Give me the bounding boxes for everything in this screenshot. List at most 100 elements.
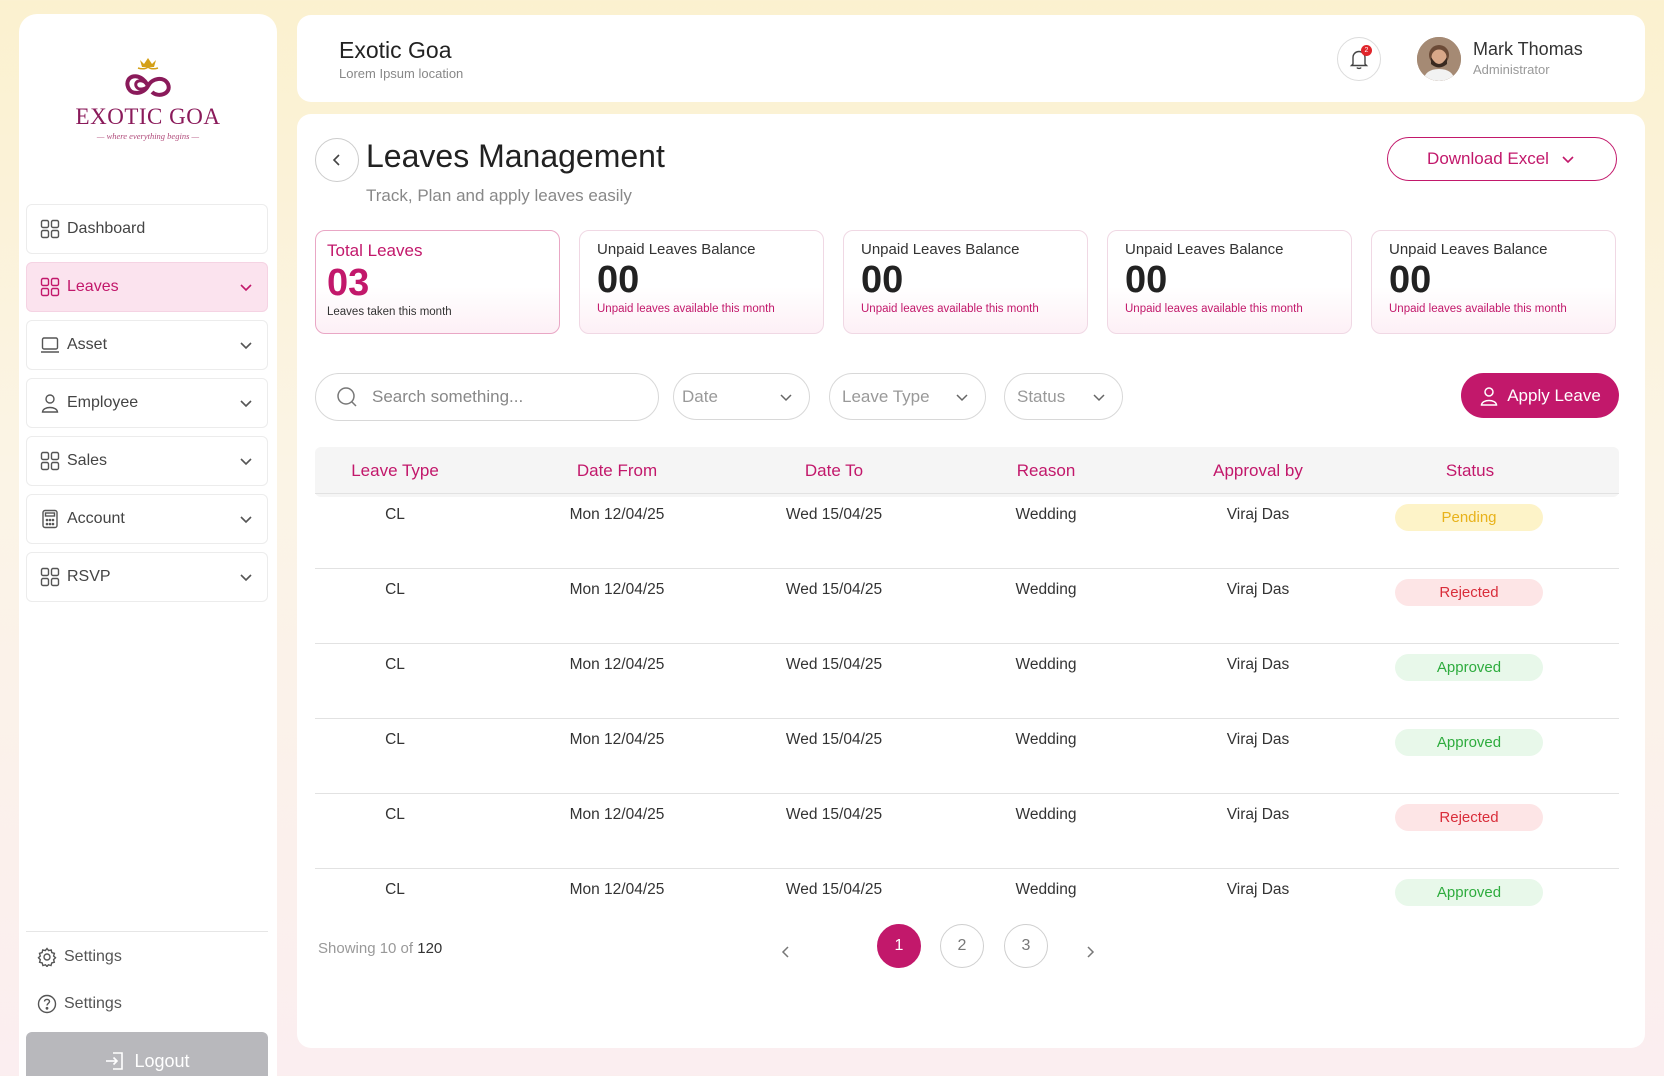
cell-leave-type: CL: [385, 581, 405, 598]
sidebar-item-account[interactable]: Account: [26, 494, 268, 544]
brand-logo[interactable]: EXOTIC GOA — where everything begins —: [19, 54, 277, 141]
stat-title: Unpaid Leaves Balance: [1389, 241, 1548, 258]
stat-subtitle: Unpaid leaves available this month: [597, 302, 775, 315]
sidebar-item-label: Employee: [67, 394, 139, 411]
sidebar-item-rsvp[interactable]: RSVP: [26, 552, 268, 602]
next-page-button[interactable]: [1078, 940, 1102, 964]
column-header-date-from[interactable]: Date From: [576, 461, 658, 480]
logo-tagline: — where everything begins —: [96, 131, 200, 141]
sidebar-item-dashboard[interactable]: Dashboard: [26, 204, 268, 254]
back-button[interactable]: [315, 138, 359, 182]
logout-icon: [104, 1050, 126, 1072]
cell-date-to: Wed 15/04/25: [785, 506, 883, 523]
cell-approval-by: Viraj Das: [1226, 806, 1290, 823]
table-row[interactable]: CL Mon 12/04/25 Wed 15/04/25 Wedding Vir…: [315, 718, 1619, 793]
bell-icon: [1349, 50, 1369, 70]
grid-icon: [39, 276, 61, 298]
showing-prefix: Showing 10 of: [318, 940, 414, 957]
leave-type-filter-dropdown[interactable]: Leave Type: [829, 373, 986, 420]
status-filter-dropdown[interactable]: Status: [1004, 373, 1123, 420]
grid-icon: [39, 218, 61, 240]
leave-type-filter-label: Leave Type: [842, 386, 930, 406]
grid-icon: [39, 566, 61, 588]
chevron-down-icon[interactable]: [237, 510, 255, 528]
stat-card-total-leaves: Total Leaves 03 Leaves taken this month: [315, 230, 560, 334]
chevron-down-icon: [1559, 150, 1577, 168]
chevron-down-icon[interactable]: [237, 278, 255, 296]
chevron-down-icon: [780, 393, 792, 401]
cell-reason: Wedding: [1015, 731, 1077, 748]
column-header-approval-by[interactable]: Approval by: [1213, 461, 1303, 480]
sidebar-item-label: Sales: [67, 452, 108, 469]
column-header-leave-type[interactable]: Leave Type: [351, 461, 439, 480]
page-button-3[interactable]: 3: [1004, 924, 1048, 968]
user-role: Administrator: [1473, 62, 1550, 77]
showing-count: Showing 10 of 120: [318, 940, 442, 957]
status-badge: Rejected: [1395, 804, 1543, 831]
table-row[interactable]: CL Mon 12/04/25 Wed 15/04/25 Wedding Vir…: [315, 493, 1619, 568]
chevron-down-icon: [1093, 393, 1105, 401]
cell-leave-type: CL: [385, 881, 405, 898]
column-header-status[interactable]: Status: [1445, 461, 1495, 480]
stat-title: Total Leaves: [327, 241, 423, 260]
status-badge: Approved: [1395, 729, 1543, 756]
company-name: Exotic Goa: [339, 37, 452, 63]
column-header-reason[interactable]: Reason: [1016, 461, 1076, 480]
cell-date-to: Wed 15/04/25: [785, 581, 883, 598]
stat-subtitle: Unpaid leaves available this month: [1125, 302, 1303, 315]
avatar[interactable]: [1417, 37, 1461, 81]
cell-date-to: Wed 15/04/25: [785, 656, 883, 673]
download-excel-label: Download Excel: [1427, 149, 1549, 168]
help-label: Settings: [64, 995, 122, 1012]
table-row[interactable]: CL Mon 12/04/25 Wed 15/04/25 Wedding Vir…: [315, 568, 1619, 643]
logo-text: EXOTIC GOA: [75, 104, 221, 129]
notifications-button[interactable]: 2: [1337, 37, 1381, 81]
logout-button[interactable]: Logout: [26, 1032, 268, 1076]
help-icon: [36, 993, 58, 1015]
sidebar-item-asset[interactable]: Asset: [26, 320, 268, 370]
page-button-1[interactable]: 1: [877, 924, 921, 968]
sidebar-item-label: Leaves: [67, 278, 119, 295]
calculator-icon: [39, 508, 61, 530]
sidebar-link-settings[interactable]: Settings: [36, 946, 122, 968]
column-header-date-to[interactable]: Date To: [804, 461, 864, 480]
logo-emblem-icon: [125, 58, 171, 97]
sidebar-item-label: RSVP: [67, 568, 111, 585]
top-bar: Exotic Goa Lorem Ipsum location 2 Mark T…: [297, 15, 1645, 102]
stat-value: 00: [1389, 259, 1432, 301]
search-icon: [336, 386, 358, 408]
chevron-down-icon[interactable]: [237, 452, 255, 470]
search-input[interactable]: [372, 387, 632, 407]
stat-card-unpaid-balance: Unpaid Leaves Balance 00 Unpaid leaves a…: [1107, 230, 1352, 334]
download-excel-button[interactable]: Download Excel: [1387, 137, 1617, 181]
stat-subtitle: Unpaid leaves available this month: [1389, 302, 1567, 315]
sidebar-item-label: Dashboard: [67, 220, 146, 237]
cell-date-from: Mon 12/04/25: [569, 806, 665, 823]
cell-reason: Wedding: [1015, 806, 1077, 823]
table-row[interactable]: CL Mon 12/04/25 Wed 15/04/25 Wedding Vir…: [315, 643, 1619, 718]
notification-badge: 2: [1361, 45, 1372, 56]
chevron-down-icon[interactable]: [237, 568, 255, 586]
sidebar-item-leaves[interactable]: Leaves: [26, 262, 268, 312]
date-filter-dropdown[interactable]: Date: [673, 373, 810, 420]
table-row[interactable]: CL Mon 12/04/25 Wed 15/04/25 Wedding Vir…: [315, 868, 1619, 943]
apply-leave-button[interactable]: Apply Leave: [1461, 373, 1619, 418]
cell-date-from: Mon 12/04/25: [569, 881, 665, 898]
chevron-down-icon[interactable]: [237, 394, 255, 412]
stat-value: 00: [861, 259, 904, 301]
user-name: Mark Thomas: [1473, 39, 1583, 59]
table-row[interactable]: CL Mon 12/04/25 Wed 15/04/25 Wedding Vir…: [315, 793, 1619, 868]
prev-page-button[interactable]: [774, 940, 798, 964]
cell-reason: Wedding: [1015, 581, 1077, 598]
sidebar-item-sales[interactable]: Sales: [26, 436, 268, 486]
sidebar-item-employee[interactable]: Employee: [26, 378, 268, 428]
settings-label: Settings: [64, 948, 122, 965]
chevron-down-icon[interactable]: [237, 336, 255, 354]
cell-date-to: Wed 15/04/25: [785, 806, 883, 823]
search-box: [315, 373, 659, 421]
cell-date-to: Wed 15/04/25: [785, 881, 883, 898]
sidebar-link-help[interactable]: Settings: [36, 993, 122, 1015]
cell-reason: Wedding: [1015, 881, 1077, 898]
page-button-2[interactable]: 2: [940, 924, 984, 968]
cell-reason: Wedding: [1015, 656, 1077, 673]
